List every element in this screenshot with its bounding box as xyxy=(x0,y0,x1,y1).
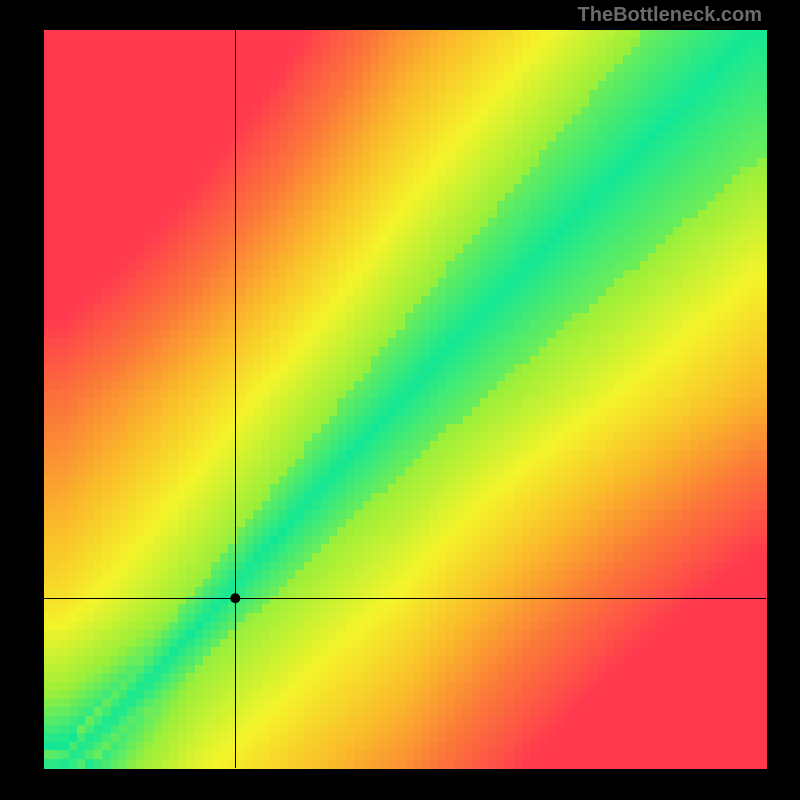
watermark-text: TheBottleneck.com xyxy=(578,4,762,27)
heatmap-canvas xyxy=(0,0,800,800)
chart-root: TheBottleneck.com xyxy=(0,0,800,800)
